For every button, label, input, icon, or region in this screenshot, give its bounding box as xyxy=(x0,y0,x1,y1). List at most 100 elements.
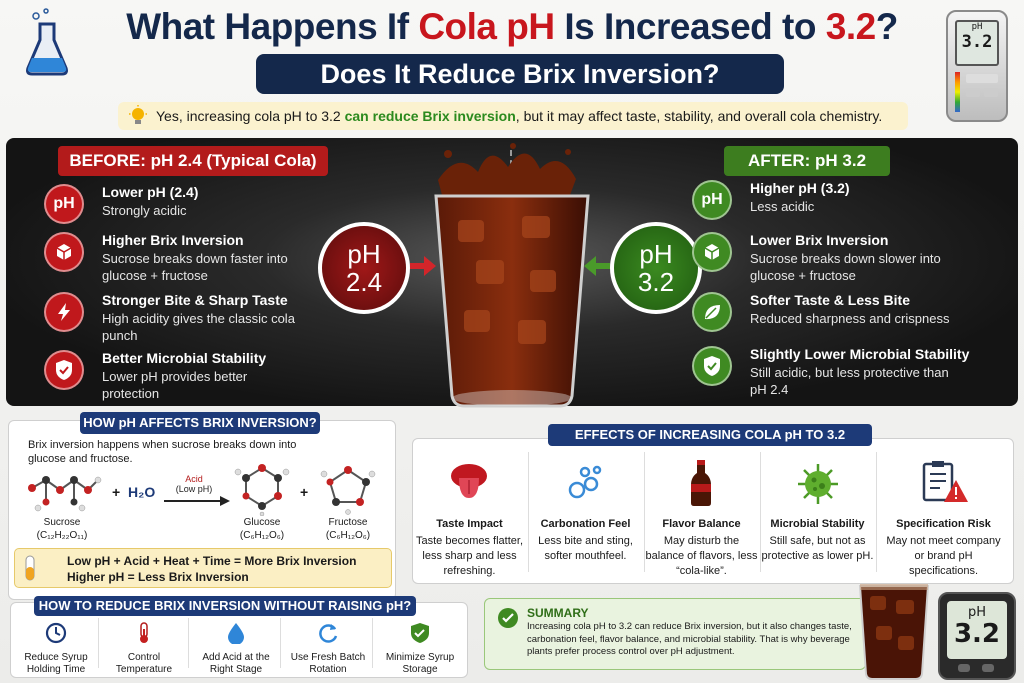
summary-title: SUMMARY xyxy=(527,606,589,620)
shield-icon xyxy=(692,346,732,386)
molecule-name: Glucose xyxy=(243,517,281,528)
before-item-title: Better Microbial Stability xyxy=(102,350,267,366)
arrow-top-label: Acid xyxy=(185,474,203,484)
effect-desc: May not meet company or brand pH specifi… xyxy=(886,535,1001,577)
before-badge-label: pH xyxy=(347,239,381,269)
ph-icon: pH xyxy=(44,184,84,224)
lightning-icon xyxy=(44,292,84,332)
effect-microbial: Microbial Stability Still safe, but not … xyxy=(760,460,875,580)
answer-text-end: , but it may affect taste, stability, an… xyxy=(515,108,883,124)
before-item-title: Higher Brix Inversion xyxy=(102,232,244,248)
tip-storage: Minimize Syrup Storage xyxy=(380,622,460,676)
effects-section xyxy=(412,438,1014,584)
sucrose-label: Sucrose (C₁₂H₂₂O₁₁) xyxy=(14,516,110,542)
arrow-right-icon xyxy=(410,256,436,276)
how-header: HOW pH AFFECTS BRIX INVERSION? xyxy=(80,412,320,434)
effect-specification: Specification Risk May not meet company … xyxy=(886,460,1001,580)
after-item-desc: Less acidic xyxy=(750,199,815,214)
summary-box: SUMMARY Increasing cola pH to 3.2 can re… xyxy=(484,598,866,670)
clock-icon xyxy=(45,622,67,644)
after-header: AFTER: pH 3.2 xyxy=(724,146,890,176)
before-item-title: Stronger Bite & Sharp Taste xyxy=(102,292,288,308)
page-title: What Happens If Cola pH Is Increased to … xyxy=(126,6,898,47)
shield-icon xyxy=(44,350,84,390)
tip-label: Use Fresh Batch Rotation xyxy=(290,652,366,675)
after-item-title: Softer Taste & Less Bite xyxy=(750,292,911,308)
cube-icon xyxy=(44,232,84,272)
check-circle-icon xyxy=(498,608,518,628)
thermometer-icon xyxy=(140,622,148,643)
meter-bottom-label: pH xyxy=(967,605,987,620)
shield-check-icon xyxy=(411,623,429,643)
after-item-title: Higher pH (3.2) xyxy=(750,180,850,196)
plus-sign: + xyxy=(300,484,309,500)
tongue-icon xyxy=(451,464,487,498)
after-badge-label: pH xyxy=(639,239,673,269)
after-badge-value: 3.2 xyxy=(637,267,675,297)
cube-icon xyxy=(692,232,732,272)
tip-label: Minimize Syrup Storage xyxy=(385,652,455,675)
meter-top-value: 3.2 xyxy=(961,32,993,52)
tip-temperature: Control Temperature xyxy=(104,622,184,676)
after-ph-badge: pH 3.2 xyxy=(610,222,702,314)
clipboard-warning-icon xyxy=(922,461,968,502)
ph-icon: pH xyxy=(692,180,732,220)
before-item-desc: Strongly acidic xyxy=(102,203,187,218)
effect-title: Specification Risk xyxy=(896,518,991,530)
glucose-label: Glucose (C₆H₁₂O₆) xyxy=(222,516,302,542)
effect-taste: Taste Impact Taste becomes flatter, less… xyxy=(412,460,527,580)
molecule-name: Fructose xyxy=(328,517,368,528)
before-item-title: Lower pH (2.4) xyxy=(102,184,199,200)
acid-label: Acid (Low pH) xyxy=(164,474,224,494)
refresh-icon xyxy=(319,624,338,643)
glucose-molecule-icon xyxy=(234,464,290,516)
after-item-title: Lower Brix Inversion xyxy=(750,232,889,248)
tip-label: Add Acid at the Right Stage xyxy=(202,652,270,675)
effect-title: Microbial Stability xyxy=(770,518,865,530)
test-tube-icon xyxy=(25,555,35,581)
answer-text-start: Yes, increasing cola pH to 3.2 xyxy=(156,108,345,124)
water-label: H₂O xyxy=(128,484,156,500)
droplet-icon xyxy=(228,623,244,645)
after-item-desc: Still acidic, but less protective than p… xyxy=(750,365,949,397)
molecule-formula: (C₆H₁₂O₆) xyxy=(325,530,371,541)
effect-desc: Less bite and sting, softer mouthfeel. xyxy=(538,535,633,562)
fructose-label: Fructose (C₆H₁₂O₆) xyxy=(306,516,390,542)
meter-top-label: pH xyxy=(971,22,983,32)
effect-desc: Taste becomes flatter, less sharp and le… xyxy=(416,535,523,577)
rule-1: Low pH + Acid + Heat + Time = More Brix … xyxy=(67,554,357,568)
after-item-desc: Reduced sharpness and crispness xyxy=(750,311,950,326)
effect-desc: May disturb the balance of flavors, less… xyxy=(645,535,758,577)
sucrose-molecule-icon xyxy=(28,476,102,512)
before-ph-badge: pH 2.4 xyxy=(318,222,410,314)
arrow-left-icon xyxy=(584,256,610,276)
bottle-icon xyxy=(691,460,711,506)
leaf-icon xyxy=(692,292,732,332)
fructose-molecule-icon xyxy=(320,466,376,515)
summary-text: Increasing cola pH to 3.2 can reduce Bri… xyxy=(527,621,852,657)
page-subtitle: Does It Reduce Brix Inversion? xyxy=(256,54,784,94)
tip-acid-stage: Add Acid at the Right Stage xyxy=(196,622,276,676)
effect-flavor: Flavor Balance May disturb the balance o… xyxy=(644,460,759,580)
ph-meter-bottom: pH 3.2 xyxy=(938,592,1016,680)
tip-holding-time: Reduce Syrup Holding Time xyxy=(16,622,96,676)
effect-title: Flavor Balance xyxy=(662,518,741,530)
molecule-name: Sucrose xyxy=(43,517,81,528)
cola-glass-splash-icon xyxy=(434,143,590,408)
tip-batch-rotation: Use Fresh Batch Rotation xyxy=(288,622,368,676)
molecule-formula: (C₁₂H₂₂O₁₁) xyxy=(36,530,88,541)
plus-sign: + xyxy=(112,484,121,500)
tip-label: Control Temperature xyxy=(115,652,173,675)
meter-bottom-value: 3.2 xyxy=(953,619,1001,649)
bubbles-icon xyxy=(568,465,602,499)
after-item-desc: Sucrose breaks down slower into glucose … xyxy=(750,251,941,283)
arrow-bottom-label: (Low pH) xyxy=(175,484,213,494)
rule-2: Higher pH = Less Brix Inversion xyxy=(67,570,249,584)
rule-box: Low pH + Acid + Heat + Time = More Brix … xyxy=(14,548,392,588)
microbe-icon xyxy=(798,464,838,504)
cola-glass-icon xyxy=(858,584,930,680)
answer-banner: Yes, increasing cola pH to 3.2 can reduc… xyxy=(118,102,908,130)
ph-meter-top: pH 3.2 xyxy=(946,10,1008,122)
answer-highlight: can reduce Brix inversion xyxy=(344,108,516,124)
